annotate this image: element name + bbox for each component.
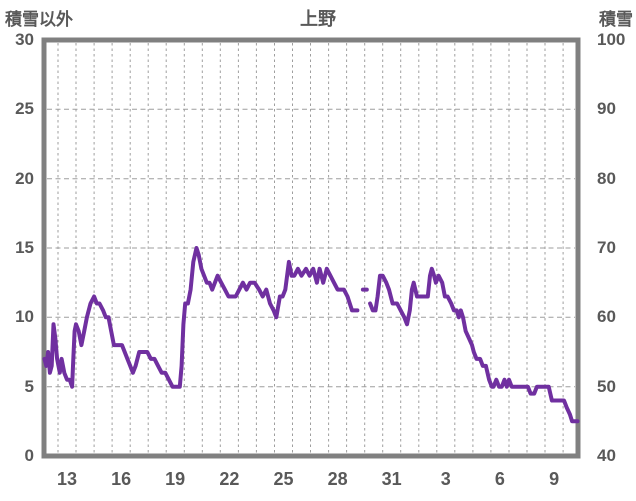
y-tick-left-25: 25 xyxy=(15,99,34,119)
y-tick-left-20: 20 xyxy=(15,168,34,188)
x-tick-16: 16 xyxy=(111,469,132,489)
left-axis-title: 積雪以外 xyxy=(5,10,73,29)
plot-border xyxy=(41,37,581,459)
y-tick-right-40: 40 xyxy=(597,446,616,465)
x-tick-3: 3 xyxy=(440,469,451,489)
series-line-segment-1 xyxy=(42,246,360,389)
x-tick-9: 9 xyxy=(549,469,560,489)
y-tick-left-30: 30 xyxy=(15,30,34,49)
y-tick-right-50: 50 xyxy=(597,376,616,396)
x-tick-31: 31 xyxy=(381,469,402,489)
x-tick-25: 25 xyxy=(273,469,294,489)
y-tick-left-15: 15 xyxy=(15,238,34,257)
x-tick-22: 22 xyxy=(219,469,240,489)
y-tick-left-0: 0 xyxy=(24,446,34,465)
y-tick-right-60: 60 xyxy=(597,307,616,327)
y-tick-left-5: 5 xyxy=(24,376,34,396)
y-tick-right-90: 90 xyxy=(597,99,616,119)
x-tick-19: 19 xyxy=(165,469,186,489)
right-axis-title: 積雪 xyxy=(599,10,633,29)
y-tick-right-100: 100 xyxy=(597,30,626,49)
x-tick-13: 13 xyxy=(56,469,78,489)
x-tick-28: 28 xyxy=(327,469,348,489)
y-tick-left-10: 10 xyxy=(15,307,34,327)
y-tick-right-80: 80 xyxy=(597,168,616,188)
horizontal-gridlines xyxy=(47,108,575,388)
series-line-segment-3 xyxy=(368,266,580,424)
chart-title: 上野 xyxy=(300,9,336,29)
x-tick-6: 6 xyxy=(494,469,505,489)
y-tick-right-70: 70 xyxy=(597,238,616,257)
